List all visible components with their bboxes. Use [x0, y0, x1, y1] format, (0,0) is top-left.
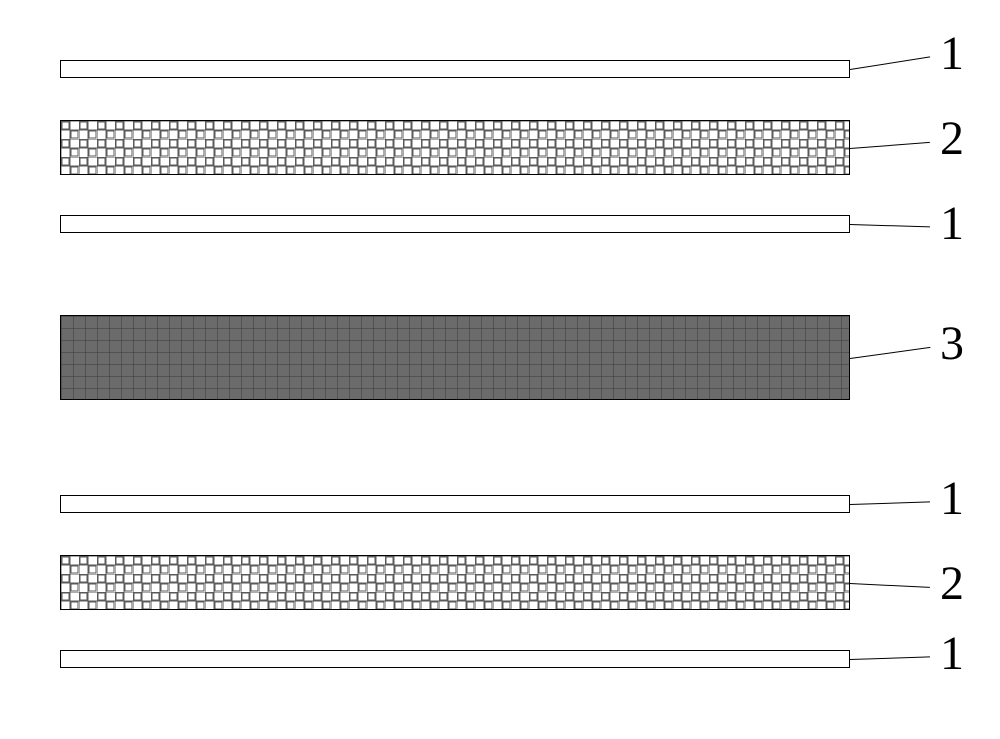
layer-weave: [60, 120, 850, 175]
leader-line: [850, 56, 930, 70]
leader-line: [850, 501, 930, 505]
leader-line: [850, 583, 930, 588]
layer-grid_dark: [60, 315, 850, 400]
layer-plain: [60, 495, 850, 513]
layer-plain: [60, 650, 850, 668]
layer-plain: [60, 60, 850, 78]
layer-label: 1: [940, 475, 964, 523]
leader-line: [850, 346, 930, 358]
layer-label: 1: [940, 630, 964, 678]
leader-line: [850, 224, 930, 227]
layer-label: 3: [940, 320, 964, 368]
layer-label: 1: [940, 200, 964, 248]
leader-line: [850, 656, 930, 660]
leader-line: [850, 141, 930, 148]
layer-label: 2: [940, 115, 964, 163]
layer-weave: [60, 555, 850, 610]
diagram-canvas: 1 2 1 3 1 2 1: [0, 0, 1000, 739]
layer-label: 1: [940, 30, 964, 78]
layer-plain: [60, 215, 850, 233]
layer-label: 2: [940, 560, 964, 608]
